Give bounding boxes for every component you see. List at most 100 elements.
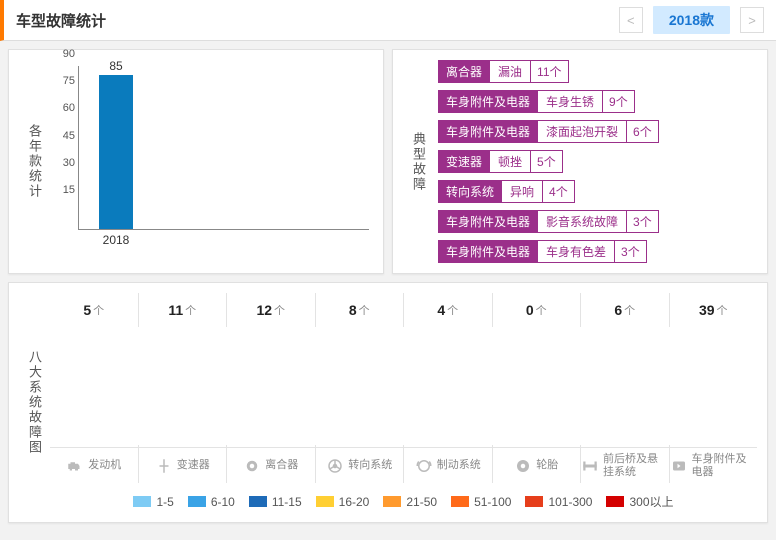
system-label-cell[interactable]: 轮胎 [492, 447, 581, 483]
fault-row[interactable]: 转向系统异响4个 [438, 180, 757, 203]
legend-item: 51-100 [451, 493, 511, 510]
xtick: 2018 [103, 233, 130, 247]
system-count: 8 [349, 302, 357, 318]
fault-name: 车身生锈 [538, 90, 603, 113]
system-label-cell[interactable]: 制动系统 [403, 447, 492, 483]
legend-swatch [451, 496, 469, 507]
fault-row[interactable]: 车身附件及电器车身有色差3个 [438, 240, 757, 263]
system-name: 发动机 [88, 459, 121, 471]
fault-name: 漏油 [490, 60, 531, 83]
system-bar-cell [50, 445, 138, 447]
fault-count: 6个 [627, 120, 659, 143]
fault-category: 变速器 [438, 150, 490, 173]
brake-icon [415, 457, 433, 475]
next-button[interactable]: > [740, 7, 764, 33]
system-bar-cell [315, 445, 404, 447]
legend-item: 11-15 [249, 493, 302, 510]
system-count-cell: 11个 [138, 293, 227, 327]
legend-label: 6-10 [211, 495, 235, 509]
legend-swatch [133, 496, 151, 507]
faults-panel: 典型故障 离合器漏油11个车身附件及电器车身生锈9个车身附件及电器漆面起泡开裂6… [392, 49, 768, 274]
unit: 个 [93, 302, 104, 318]
fault-row[interactable]: 车身附件及电器影音系统故障3个 [438, 210, 757, 233]
ytick: 75 [51, 75, 75, 87]
fault-name: 影音系统故障 [538, 210, 627, 233]
system-count: 12 [256, 302, 272, 318]
system-bar-cell [580, 445, 669, 447]
prev-button[interactable]: < [619, 7, 643, 33]
system-label-cell[interactable]: 转向系统 [315, 447, 404, 483]
legend-swatch [316, 496, 334, 507]
ytick: 15 [51, 184, 75, 196]
fault-category: 车身附件及电器 [438, 90, 538, 113]
system-count: 5 [83, 302, 91, 318]
fault-row[interactable]: 变速器顿挫5个 [438, 150, 757, 173]
fault-row[interactable]: 车身附件及电器车身生锈9个 [438, 90, 757, 113]
fault-category: 车身附件及电器 [438, 210, 538, 233]
axle-icon [581, 457, 599, 475]
yearly-barchart: 153045607590852018 [50, 60, 373, 250]
fault-name: 车身有色差 [538, 240, 615, 263]
legend-item: 300以上 [606, 493, 673, 510]
unit: 个 [624, 302, 635, 318]
legend-item: 1-5 [133, 493, 173, 510]
fault-row[interactable]: 车身附件及电器漆面起泡开裂6个 [438, 120, 757, 143]
systems-section-label: 八大系统故障图 [19, 293, 50, 512]
legend-item: 101-300 [525, 493, 592, 510]
system-label-cell[interactable]: 车身附件及电器 [669, 447, 758, 483]
system-count-cell: 12个 [226, 293, 315, 327]
legend-swatch [249, 496, 267, 507]
system-label-cell[interactable]: 前后桥及悬挂系统 [580, 447, 669, 483]
fault-count: 3个 [615, 240, 647, 263]
system-count-cell: 39个 [669, 293, 758, 327]
fault-category: 离合器 [438, 60, 490, 83]
ytick: 60 [51, 102, 75, 114]
system-label-cell[interactable]: 发动机 [50, 447, 138, 483]
system-bar-cell [669, 445, 758, 447]
unit: 个 [359, 302, 370, 318]
unit: 个 [185, 302, 196, 318]
yearly-bar: 85 [99, 75, 133, 229]
legend-label: 16-20 [339, 495, 370, 509]
system-label-cell[interactable]: 离合器 [226, 447, 315, 483]
faults-section-label: 典型故障 [403, 60, 434, 263]
legend-item: 21-50 [383, 493, 437, 510]
fault-name: 漆面起泡开裂 [538, 120, 627, 143]
yearly-panel: 各年款统计 153045607590852018 [8, 49, 384, 274]
system-count-cell: 0个 [492, 293, 581, 327]
system-name: 车身附件及电器 [692, 453, 758, 477]
fault-name: 异响 [502, 180, 543, 203]
system-count: 11 [168, 302, 183, 318]
engine-icon [66, 457, 84, 475]
unit: 个 [717, 302, 728, 318]
steering-icon [326, 457, 344, 475]
unit: 个 [274, 302, 285, 318]
system-name: 轮胎 [536, 459, 558, 471]
legend-label: 300以上 [629, 493, 673, 510]
system-name: 前后桥及悬挂系统 [603, 453, 669, 477]
system-bar-cell [403, 445, 492, 447]
clutch-icon [243, 457, 261, 475]
body-icon [670, 457, 688, 475]
unit: 个 [447, 302, 458, 318]
fault-category: 转向系统 [438, 180, 502, 203]
system-label-cell[interactable]: 变速器 [138, 447, 227, 483]
legend-swatch [525, 496, 543, 507]
legend-swatch [188, 496, 206, 507]
year-pill[interactable]: 2018款 [653, 6, 730, 34]
system-count-cell: 4个 [403, 293, 492, 327]
ytick: 90 [51, 48, 75, 60]
system-count: 39 [699, 302, 715, 318]
legend-label: 11-15 [272, 495, 302, 509]
system-count-cell: 8个 [315, 293, 404, 327]
system-count: 6 [614, 302, 622, 318]
legend-swatch [383, 496, 401, 507]
legend-swatch [606, 496, 624, 507]
system-count: 0 [526, 302, 534, 318]
header: 车型故障统计 < 2018款 > [0, 0, 776, 41]
ytick: 30 [51, 157, 75, 169]
fault-name: 顿挫 [490, 150, 531, 173]
system-name: 制动系统 [437, 459, 481, 471]
system-name: 变速器 [177, 459, 210, 471]
fault-row[interactable]: 离合器漏油11个 [438, 60, 757, 83]
